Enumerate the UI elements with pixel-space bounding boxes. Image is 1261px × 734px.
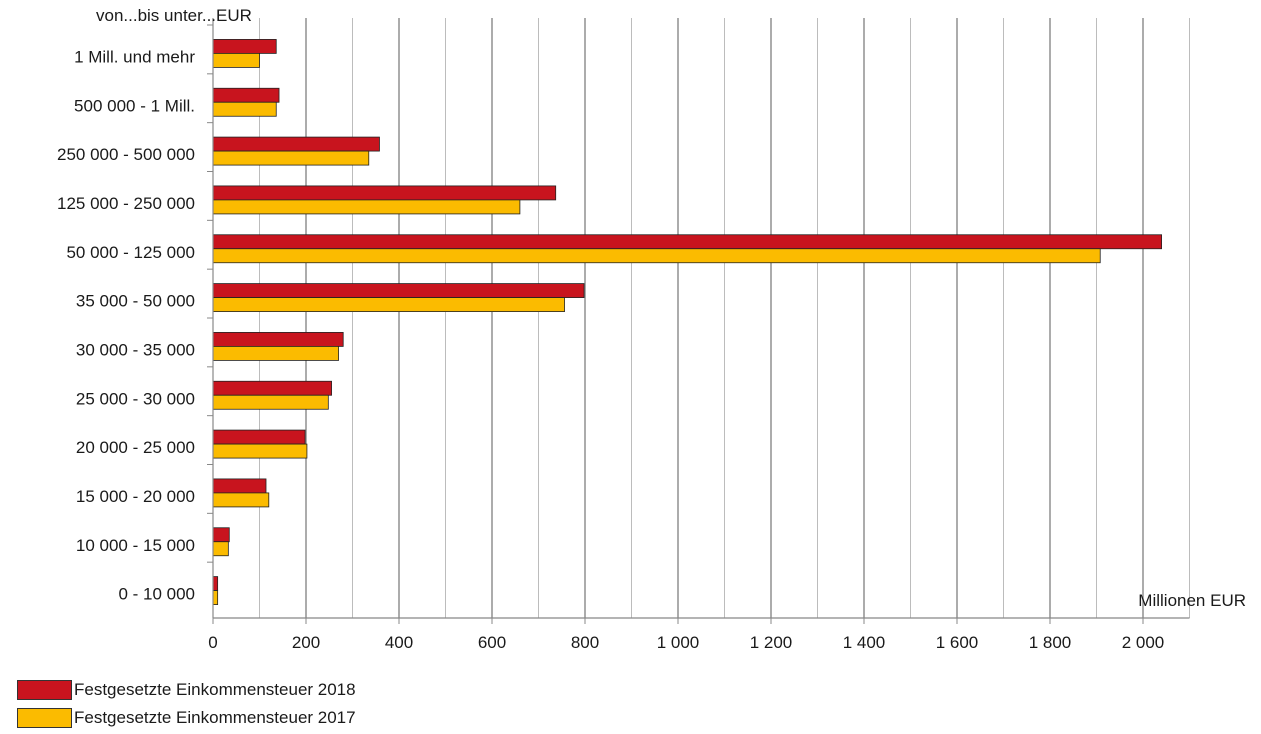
y-axis-title: von...bis unter...EUR (96, 6, 252, 25)
y-category-label: 50 000 - 125 000 (66, 243, 195, 262)
bar-2018 (212, 87, 280, 103)
y-category-label: 35 000 - 50 000 (76, 292, 195, 311)
x-tick-label: 1 400 (843, 633, 886, 652)
bar-2018 (212, 39, 277, 54)
legend: Festgesetzte Einkommensteuer 2018 Festge… (17, 676, 356, 732)
bar-2017 (212, 297, 565, 312)
bar-2018 (212, 332, 344, 347)
x-tick-label: 1 200 (750, 633, 793, 652)
legend-item-2017: Festgesetzte Einkommensteuer 2017 (17, 704, 356, 732)
bar-2018 (212, 283, 585, 298)
bar-2017 (212, 53, 260, 68)
bar-2017 (212, 248, 1101, 264)
bar-2018 (212, 527, 230, 543)
x-tick-label: 600 (478, 633, 506, 652)
bar-2017 (212, 199, 521, 215)
y-category-label: 0 - 10 000 (118, 585, 195, 604)
y-category-label: 10 000 - 15 000 (76, 536, 195, 555)
y-category-label: 20 000 - 25 000 (76, 438, 195, 457)
y-category-label: 500 000 - 1 Mill. (74, 96, 195, 115)
bar-2017 (212, 150, 370, 166)
x-tick-labels: 0 200 400 600 800 1 000 1 200 1 400 1 600 1 800 2 … (208, 618, 1164, 652)
x-tick-label: 1 600 (936, 633, 979, 652)
y-category-label: 1 Mill. und mehr (74, 47, 195, 66)
y-category-label: 15 000 - 20 000 (76, 487, 195, 506)
x-tick-label: 0 (208, 633, 217, 652)
y-category-label: 25 000 - 30 000 (76, 389, 195, 408)
bar-2017 (212, 394, 329, 410)
bars (212, 39, 1162, 605)
bar-2018 (212, 429, 306, 445)
bar-2017 (212, 492, 270, 508)
y-category-labels: 1 Mill. und mehr 500 000 - 1 Mill. 250 000… (57, 24, 213, 604)
legend-swatch-2017 (17, 708, 72, 728)
x-tick-label: 400 (385, 633, 413, 652)
x-tick-label: 800 (571, 633, 599, 652)
bar-2018 (212, 185, 557, 201)
bar-2018 (212, 576, 219, 591)
x-tick-label: 2 000 (1122, 633, 1165, 652)
legend-label-2017: Festgesetzte Einkommensteuer 2017 (74, 708, 356, 727)
bar-2017 (212, 443, 308, 459)
legend-swatch-2018 (17, 680, 72, 700)
bar-2017 (212, 346, 339, 361)
bar-2018 (212, 478, 267, 494)
bar-2017 (212, 541, 229, 557)
grid-lines (259, 18, 1190, 618)
bar-2017 (212, 590, 219, 605)
bar-2018 (212, 136, 380, 152)
x-tick-label: 1 000 (657, 633, 700, 652)
x-axis-title: Millionen EUR (1138, 591, 1246, 610)
x-tick-label: 200 (292, 633, 320, 652)
bar-2018 (212, 380, 332, 396)
y-category-label: 250 000 - 500 000 (57, 145, 195, 164)
y-category-label: 125 000 - 250 000 (57, 194, 195, 213)
x-tick-label: 1 800 (1029, 633, 1072, 652)
bar-2018 (212, 234, 1162, 250)
bar-2017 (212, 101, 277, 117)
legend-label-2018: Festgesetzte Einkommensteuer 2018 (74, 680, 356, 699)
legend-item-2018: Festgesetzte Einkommensteuer 2018 (17, 676, 356, 704)
y-category-label: 30 000 - 35 000 (76, 340, 195, 359)
